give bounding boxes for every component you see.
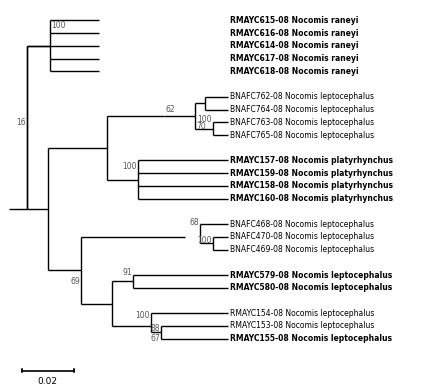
Text: RMAYC616-08 Nocomis raneyi: RMAYC616-08 Nocomis raneyi	[230, 29, 359, 38]
Text: RMAYC157-08 Nocomis platyrhynchus: RMAYC157-08 Nocomis platyrhynchus	[230, 156, 393, 165]
Text: RMAYC614-08 Nocomis raneyi: RMAYC614-08 Nocomis raneyi	[230, 41, 359, 50]
Text: 91: 91	[122, 268, 132, 277]
Text: 100: 100	[197, 236, 211, 245]
Text: RMAYC580-08 Nocomis leptocephalus: RMAYC580-08 Nocomis leptocephalus	[230, 283, 392, 292]
Text: RMAYC617-08 Nocomis raneyi: RMAYC617-08 Nocomis raneyi	[230, 54, 359, 63]
Text: BNAFC468-08 Nocomis leptocephalus: BNAFC468-08 Nocomis leptocephalus	[230, 220, 374, 229]
Text: RMAYC154-08 Nocomis leptocephalus: RMAYC154-08 Nocomis leptocephalus	[230, 309, 375, 318]
Text: 70: 70	[196, 122, 206, 131]
Text: 16: 16	[16, 118, 26, 127]
Text: RMAYC160-08 Nocomis platyrhynchus: RMAYC160-08 Nocomis platyrhynchus	[230, 194, 393, 203]
Text: 0.02: 0.02	[38, 377, 58, 386]
Text: RMAYC159-08 Nocomis platyrhynchus: RMAYC159-08 Nocomis platyrhynchus	[230, 169, 393, 178]
Text: RMAYC618-08 Nocomis raneyi: RMAYC618-08 Nocomis raneyi	[230, 67, 359, 76]
Text: 67: 67	[150, 334, 160, 343]
Text: BNAFC763-08 Nocomis leptocephalus: BNAFC763-08 Nocomis leptocephalus	[230, 118, 374, 127]
Text: BNAFC469-08 Nocomis leptocephalus: BNAFC469-08 Nocomis leptocephalus	[230, 245, 374, 254]
Text: RMAYC158-08 Nocomis platyrhynchus: RMAYC158-08 Nocomis platyrhynchus	[230, 181, 393, 190]
Text: 100: 100	[122, 162, 137, 171]
Text: 88: 88	[151, 324, 160, 333]
Text: RMAYC153-08 Nocomis leptocephalus: RMAYC153-08 Nocomis leptocephalus	[230, 321, 375, 330]
Text: RMAYC579-08 Nocomis leptocephalus: RMAYC579-08 Nocomis leptocephalus	[230, 271, 392, 280]
Text: RMAYC615-08 Nocomis raneyi: RMAYC615-08 Nocomis raneyi	[230, 16, 359, 25]
Text: BNAFC470-08 Nocomis leptocephalus: BNAFC470-08 Nocomis leptocephalus	[230, 232, 374, 241]
Text: BNAFC762-08 Nocomis leptocephalus: BNAFC762-08 Nocomis leptocephalus	[230, 92, 374, 101]
Text: BNAFC765-08 Nocomis leptocephalus: BNAFC765-08 Nocomis leptocephalus	[230, 131, 374, 140]
Text: 100: 100	[52, 21, 66, 30]
Text: 68: 68	[189, 218, 199, 227]
Text: 100: 100	[135, 311, 150, 320]
Text: 62: 62	[165, 105, 175, 114]
Text: RMAYC155-08 Nocomis leptocephalus: RMAYC155-08 Nocomis leptocephalus	[230, 334, 392, 343]
Text: 69: 69	[70, 277, 80, 286]
Text: BNAFC764-08 Nocomis leptocephalus: BNAFC764-08 Nocomis leptocephalus	[230, 105, 374, 114]
Text: 100: 100	[197, 115, 211, 124]
